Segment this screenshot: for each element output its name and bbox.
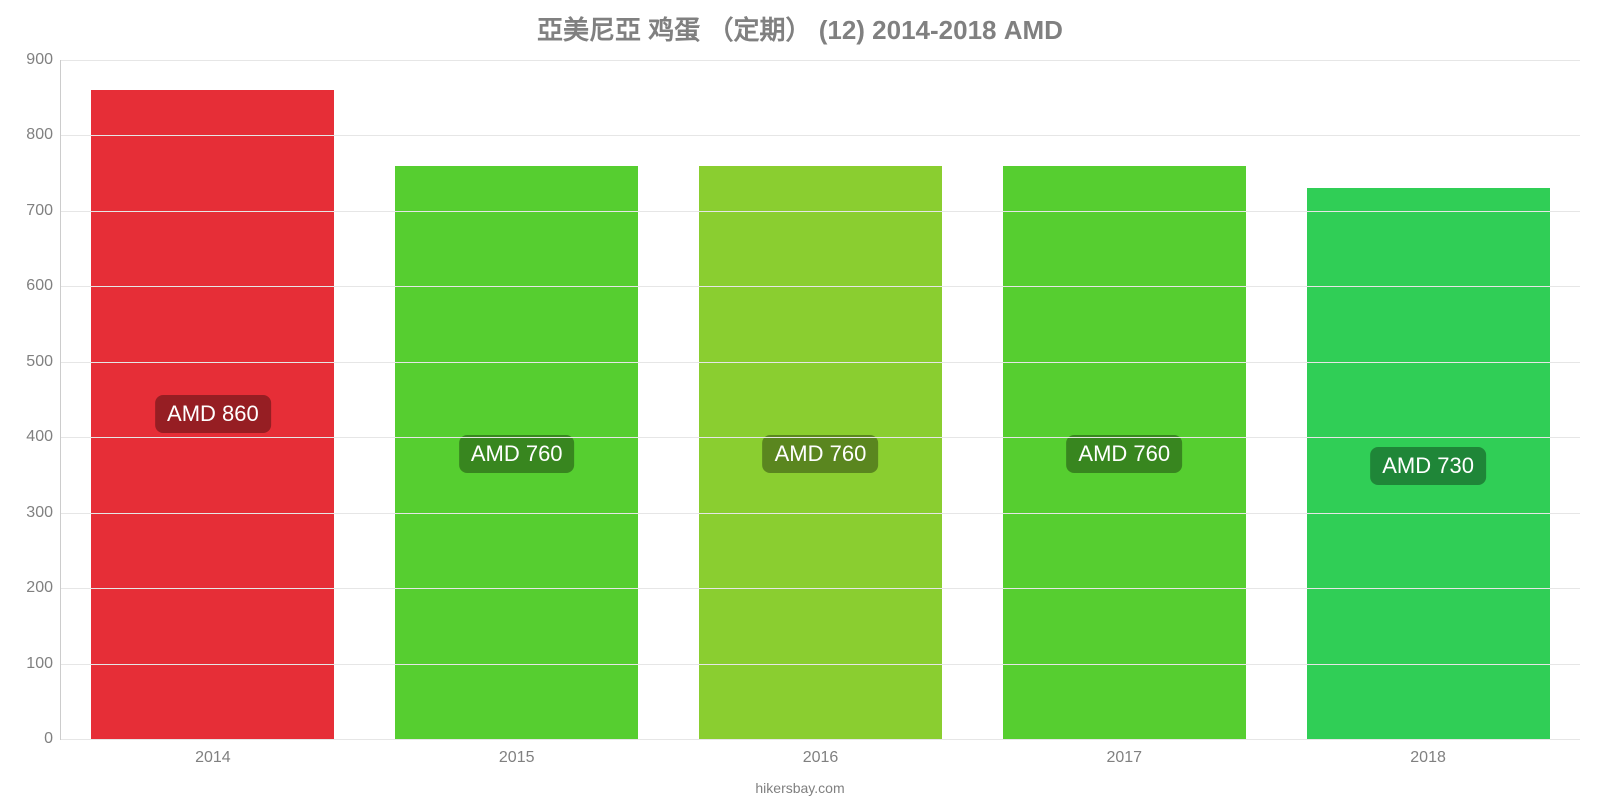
grid-line <box>61 739 1580 740</box>
bars-container: AMD 8602014AMD 7602015AMD 7602016AMD 760… <box>61 60 1580 739</box>
grid-line <box>61 437 1580 438</box>
x-tick-label: 2018 <box>1410 749 1446 767</box>
grid-line <box>61 60 1580 61</box>
bar-chart: 亞美尼亞 鸡蛋 （定期） (12) 2014-2018 AMD AMD 8602… <box>0 0 1600 800</box>
y-tick-label: 500 <box>26 353 53 371</box>
bar-value-label: AMD 760 <box>763 435 879 473</box>
y-tick-label: 0 <box>44 730 53 748</box>
plot-area: AMD 8602014AMD 7602015AMD 7602016AMD 760… <box>60 60 1580 740</box>
grid-line <box>61 286 1580 287</box>
bar: AMD 760 <box>699 166 942 739</box>
x-tick-label: 2014 <box>195 749 231 767</box>
bar-value-label: AMD 730 <box>1370 447 1486 485</box>
y-tick-label: 100 <box>26 655 53 673</box>
bar-value-label: AMD 760 <box>1066 435 1182 473</box>
bar-slot: AMD 7602017 <box>972 60 1276 739</box>
y-tick-label: 700 <box>26 202 53 220</box>
grid-line <box>61 211 1580 212</box>
grid-line <box>61 135 1580 136</box>
y-tick-label: 300 <box>26 504 53 522</box>
bar: AMD 860 <box>91 90 334 739</box>
grid-line <box>61 664 1580 665</box>
grid-line <box>61 513 1580 514</box>
bar-slot: AMD 8602014 <box>61 60 365 739</box>
x-tick-label: 2015 <box>499 749 535 767</box>
chart-footer: hikersbay.com <box>0 780 1600 796</box>
y-tick-label: 900 <box>26 51 53 69</box>
chart-title: 亞美尼亞 鸡蛋 （定期） (12) 2014-2018 AMD <box>0 10 1600 47</box>
bar-slot: AMD 7302018 <box>1276 60 1580 739</box>
bar-value-label: AMD 860 <box>155 395 271 433</box>
y-tick-label: 200 <box>26 579 53 597</box>
bar: AMD 760 <box>1003 166 1246 739</box>
bar-slot: AMD 7602016 <box>669 60 973 739</box>
y-tick-label: 800 <box>26 126 53 144</box>
grid-line <box>61 362 1580 363</box>
grid-line <box>61 588 1580 589</box>
bar-value-label: AMD 760 <box>459 435 575 473</box>
x-tick-label: 2016 <box>803 749 839 767</box>
bar-slot: AMD 7602015 <box>365 60 669 739</box>
y-tick-label: 400 <box>26 428 53 446</box>
bar: AMD 760 <box>395 166 638 739</box>
y-tick-label: 600 <box>26 277 53 295</box>
x-tick-label: 2017 <box>1106 749 1142 767</box>
bar: AMD 730 <box>1307 188 1550 739</box>
